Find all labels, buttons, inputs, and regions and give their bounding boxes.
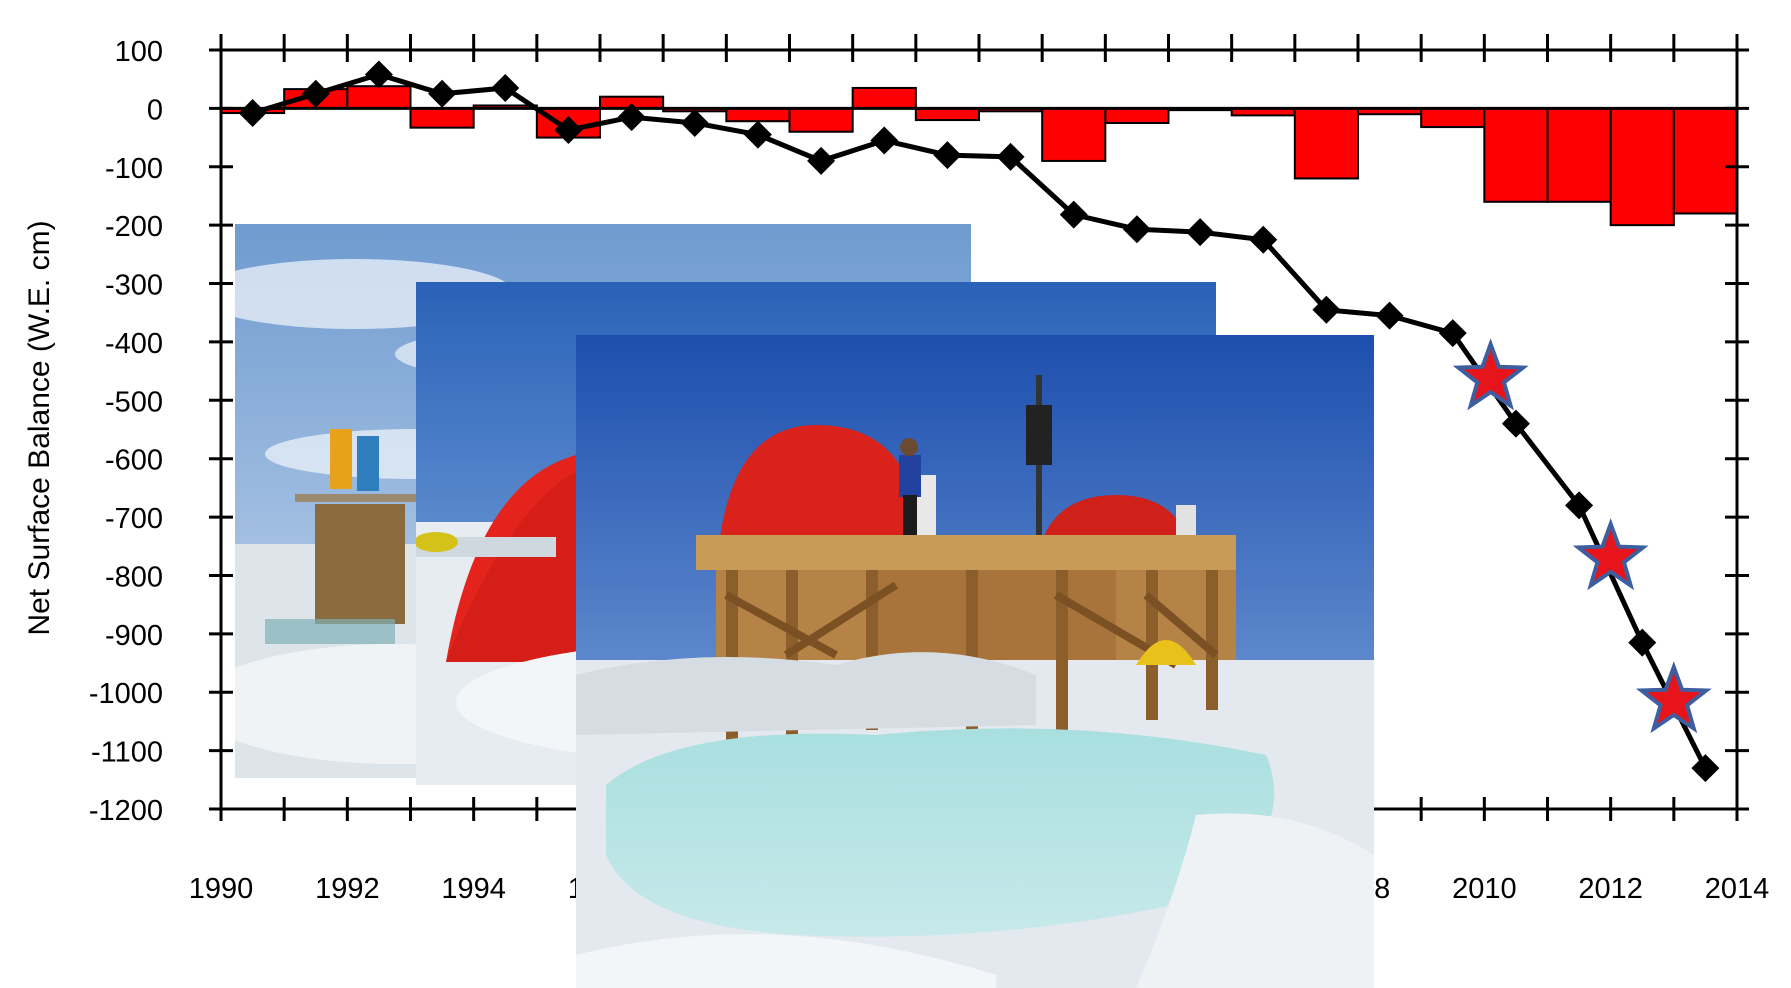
x-tick-label: 2014: [1705, 873, 1770, 905]
line-point-diamond: [807, 146, 836, 175]
line-point-diamond: [1059, 200, 1088, 229]
x-tick-label: 2012: [1578, 873, 1643, 905]
star-marker: [1452, 338, 1529, 411]
y-ticks: 100 0 -100 -200 -300 -400 -500 -600 -700 -800 -900…: [89, 36, 1749, 827]
line-point-diamond: [491, 73, 520, 102]
y-tick-label: -500: [105, 386, 163, 418]
line-point-diamond: [1501, 409, 1530, 438]
bar-1992: [346, 85, 412, 110]
bar-1998: [725, 107, 791, 123]
bar-2007: [1293, 107, 1360, 180]
line-point-diamond: [1249, 225, 1278, 254]
y-tick-label: -1200: [89, 795, 163, 827]
y-tick-label: -100: [105, 153, 163, 185]
line-point-diamond: [743, 120, 772, 149]
bar-2000: [851, 86, 917, 110]
y-tick-label: 0: [147, 94, 163, 126]
line-point-diamond: [617, 103, 646, 132]
star-marker: [1635, 661, 1712, 734]
bar-2004: [1104, 107, 1170, 124]
y-tick-label: -400: [105, 328, 163, 360]
line-point-diamond: [554, 115, 583, 144]
bar-2003: [1041, 107, 1107, 162]
y-tick-label: -1000: [89, 678, 163, 710]
line-point-diamond: [428, 79, 457, 108]
line-point-diamond: [870, 126, 899, 155]
line-point-diamond: [1628, 628, 1657, 657]
x-tick-label: 1994: [441, 873, 506, 905]
y-tick-label: -800: [105, 561, 163, 593]
line-point-diamond: [996, 142, 1025, 171]
bar-1993: [409, 107, 475, 129]
y-tick-label: -300: [105, 270, 163, 302]
y-tick-label: -200: [105, 211, 163, 243]
line-point-diamond: [933, 141, 962, 170]
y-tick-label: -600: [105, 445, 163, 477]
bar-2009: [1420, 107, 1486, 129]
line-point-diamond: [1312, 295, 1341, 324]
balance-line-group: [238, 60, 1720, 783]
line-point-diamond: [1438, 319, 1467, 348]
line-point-diamond: [364, 60, 393, 89]
x-tick-label: 1990: [189, 873, 254, 905]
x-tick-label: 2010: [1452, 873, 1517, 905]
y-tick-label: -900: [105, 620, 163, 652]
bar-2012: [1609, 107, 1675, 227]
bar-2010: [1483, 107, 1549, 203]
line-point-diamond: [680, 108, 709, 137]
y-tick-label: -700: [105, 503, 163, 535]
line-point-diamond: [1691, 754, 1720, 783]
star-marker: [1572, 518, 1649, 591]
bar-2001: [914, 107, 980, 122]
line-point-diamond: [301, 79, 330, 108]
photo-camp-3: [576, 335, 1374, 988]
bar-2013: [1672, 107, 1739, 215]
y-tick-label: 100: [115, 36, 163, 68]
line-point-diamond: [1122, 215, 1151, 244]
line-point-diamond: [1375, 301, 1404, 330]
line-point-diamond: [1186, 218, 1215, 247]
bar-2011: [1546, 107, 1612, 203]
x-tick-label: 1992: [315, 873, 380, 905]
y-axis-label: Net Surface Balance (W.E. cm): [23, 220, 56, 635]
bar-1999: [788, 107, 854, 133]
y-tick-label: -1100: [91, 737, 163, 769]
line-point-diamond: [238, 99, 267, 128]
line-point-diamond: [1565, 491, 1594, 520]
